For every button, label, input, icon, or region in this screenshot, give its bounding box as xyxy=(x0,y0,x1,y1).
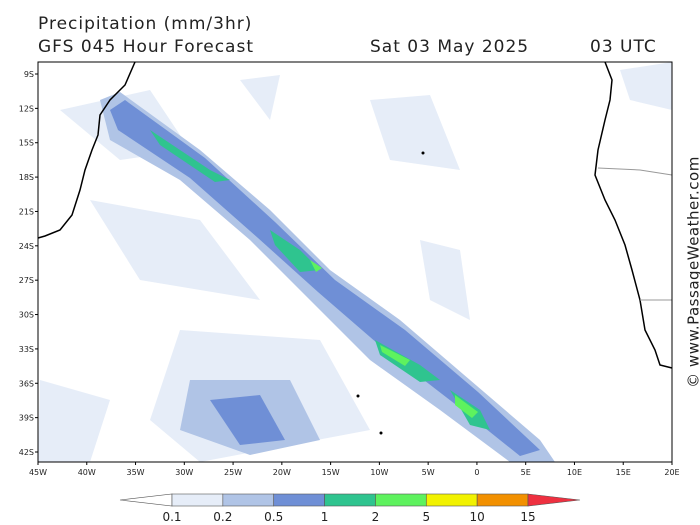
legend-swatch xyxy=(273,493,325,507)
lat-label: 12S xyxy=(19,104,34,113)
lon-label: 20E xyxy=(664,468,679,477)
lon-label: 0 xyxy=(474,468,479,477)
lat-label: 21S xyxy=(19,207,34,216)
legend-swatch xyxy=(527,493,581,507)
lat-label: 24S xyxy=(19,242,34,251)
borders xyxy=(597,167,673,301)
lon-label: 5E xyxy=(521,468,531,477)
forecast-time: 03 UTC xyxy=(590,37,657,57)
lon-label: 15W xyxy=(322,468,340,477)
lon-label: 25W xyxy=(224,468,242,477)
lat-label: 33S xyxy=(19,345,34,354)
light-precip xyxy=(38,62,672,462)
legend-swatch xyxy=(476,493,529,507)
lat-label: 36S xyxy=(19,379,34,388)
legend-swatch xyxy=(222,493,275,507)
lat-label: 15S xyxy=(19,139,34,148)
lat-label: 27S xyxy=(19,276,34,285)
precip-band-peak xyxy=(310,260,478,418)
legend-label: 10 xyxy=(470,510,485,524)
lat-label: 39S xyxy=(19,414,34,423)
legend-label: 15 xyxy=(520,510,535,524)
legend-swatch xyxy=(119,493,173,507)
legend-label: 0.5 xyxy=(264,510,283,524)
legend-label: 2 xyxy=(372,510,380,524)
forecast-date: Sat 03 May 2025 xyxy=(370,37,529,57)
lat-label: 30S xyxy=(19,311,34,320)
credit: © www.PassageWeather.com xyxy=(685,156,700,388)
lon-label: 15E xyxy=(616,468,631,477)
lon-label: 45W xyxy=(29,468,47,477)
lon-label: 5W xyxy=(422,468,435,477)
legend-swatch xyxy=(425,493,478,507)
island xyxy=(421,151,425,155)
lat-label: 9S xyxy=(24,70,34,79)
lon-label: 40W xyxy=(78,468,96,477)
legend-swatch xyxy=(375,493,427,507)
map-frame xyxy=(37,61,673,463)
lon-label: 10W xyxy=(370,468,388,477)
lon-label: 30W xyxy=(175,468,193,477)
coastline-africa xyxy=(594,61,673,369)
map-area xyxy=(37,61,673,463)
island xyxy=(356,394,360,398)
legend-swatch xyxy=(171,493,224,507)
lat-label: 18S xyxy=(19,173,34,182)
axes: 9S 12S 15S 18S 21S 24S 27S 30S 33S 36S 39S 42S 45W 40… xyxy=(19,70,680,477)
legend: 0.1 0.2 0.5 1 2 5 10 15 xyxy=(119,493,581,524)
lon-label: 10E xyxy=(567,468,582,477)
legend-label: 5 xyxy=(422,510,430,524)
lat-label: 42S xyxy=(19,448,34,457)
coastline-south-america xyxy=(37,61,136,239)
island xyxy=(379,431,383,435)
precip-band-mid xyxy=(110,100,540,456)
lon-label: 35W xyxy=(126,468,144,477)
legend-label: 1 xyxy=(321,510,329,524)
title: Precipitation (mm/3hr) xyxy=(38,14,252,34)
legend-swatch xyxy=(324,493,376,507)
legend-label: 0.1 xyxy=(162,510,181,524)
model-run: GFS 045 Hour Forecast xyxy=(38,37,254,57)
legend-label: 0.2 xyxy=(213,510,232,524)
precip-patch-core xyxy=(210,395,285,445)
lon-label: 20W xyxy=(273,468,291,477)
